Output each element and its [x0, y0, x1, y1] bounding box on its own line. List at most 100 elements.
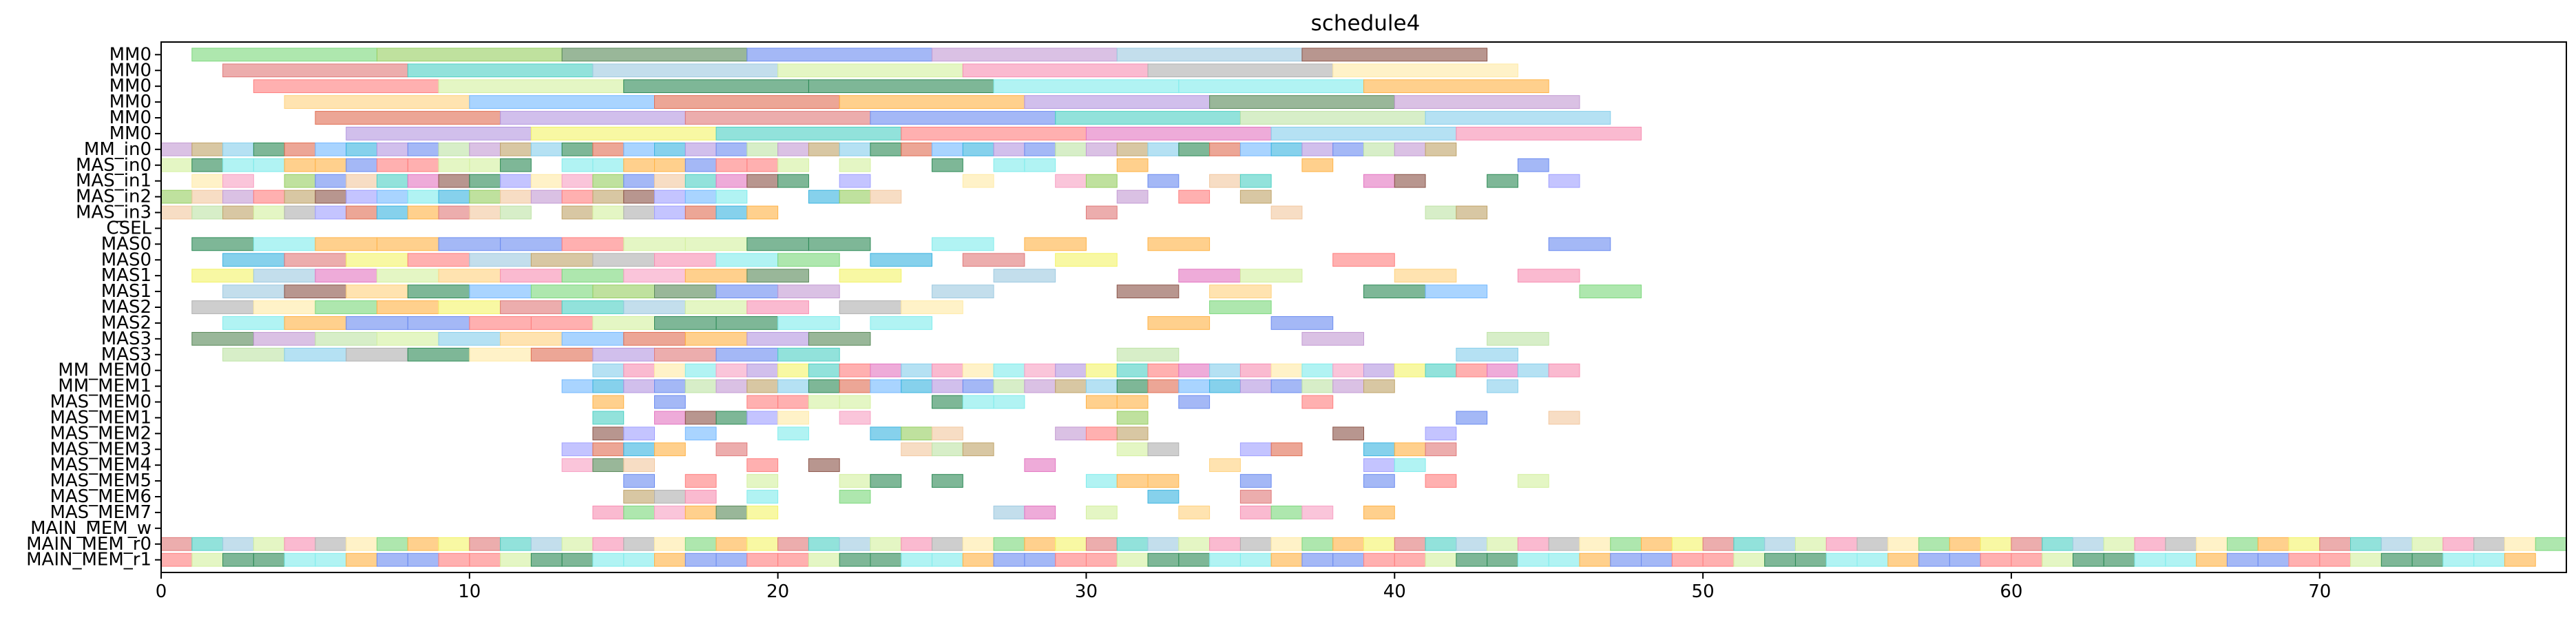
task-bar: [1116, 474, 1149, 488]
task-bar: [746, 490, 779, 504]
task-bar: [2165, 552, 2197, 567]
task-bar: [160, 142, 193, 156]
task-bar: [1270, 379, 1303, 393]
task-bar: [684, 269, 748, 283]
x-tick-label: 40: [1383, 581, 1406, 602]
task-bar: [222, 63, 408, 78]
task-bar: [376, 331, 439, 346]
task-bar: [253, 552, 285, 567]
task-bar: [1147, 552, 1180, 567]
task-bar: [1055, 174, 1087, 188]
task-bar: [346, 285, 408, 298]
y-tick-label: MAS1: [101, 281, 151, 302]
task-bar: [1147, 490, 1180, 504]
task-bar: [1517, 158, 1549, 172]
task-bar: [1116, 189, 1149, 204]
task-bar: [2042, 552, 2073, 567]
task-bar: [932, 442, 963, 457]
task-bar: [438, 158, 470, 172]
task-bar: [191, 269, 254, 283]
y-tick-label: MAS0: [101, 234, 151, 254]
task-bar: [315, 205, 347, 220]
task-bar: [346, 174, 377, 188]
task-bar: [746, 300, 809, 314]
task-bar: [407, 205, 439, 220]
task-bar: [1116, 48, 1303, 62]
task-bar: [777, 426, 809, 441]
task-bar: [623, 379, 656, 393]
task-bar: [654, 95, 840, 109]
task-bar: [901, 442, 933, 457]
x-axis: 0 10 20 30 40 50 60 70: [156, 572, 2331, 602]
task-bar: [1487, 174, 1518, 188]
task-bar: [1918, 552, 1950, 567]
task-bar: [346, 537, 377, 551]
task-bar: [1579, 552, 1611, 567]
y-tick-label: MM0: [109, 44, 151, 65]
task-bar: [684, 506, 717, 519]
task-bar: [654, 316, 717, 330]
task-bar: [839, 174, 871, 188]
task-bar: [1332, 379, 1364, 393]
y-tick-label: CSEL: [106, 218, 151, 238]
task-bar: [1425, 552, 1457, 567]
task-bar: [1548, 411, 1580, 425]
task-bar: [623, 506, 656, 519]
task-bar: [1024, 458, 1056, 473]
task-bar: [654, 395, 686, 409]
y-tick-label: MAS_MEM6: [50, 486, 151, 507]
y-tick-label: MAS_MEM1: [50, 407, 151, 428]
task-bar: [561, 537, 594, 551]
task-bar: [2134, 552, 2166, 567]
task-bar: [1085, 142, 1118, 156]
task-bar: [1116, 552, 1149, 567]
task-bar: [592, 285, 656, 298]
task-bar: [684, 237, 748, 251]
task-bar: [500, 237, 563, 251]
task-bar: [654, 379, 686, 393]
task-bar: [654, 490, 686, 504]
task-bar: [1548, 363, 1580, 378]
task-bar: [654, 552, 686, 567]
task-bar: [1055, 537, 1087, 551]
task-bar: [561, 552, 594, 567]
task-bar: [993, 379, 1025, 393]
task-bar: [222, 189, 254, 204]
task-bar: [346, 347, 408, 362]
task-bar: [932, 426, 963, 441]
y-tick-label: MAS_MEM4: [50, 455, 151, 475]
y-tick-label: MAS_MEM5: [50, 471, 151, 491]
task-bar: [376, 552, 408, 567]
task-bar: [962, 363, 994, 378]
task-bar: [592, 174, 625, 188]
task-bar: [1270, 205, 1303, 220]
task-bar: [592, 379, 625, 393]
task-bar: [346, 552, 377, 567]
task-bar: [561, 269, 625, 283]
task-bar: [808, 189, 840, 204]
task-bar: [1856, 537, 1889, 551]
task-bar: [932, 552, 963, 567]
task-bar: [654, 411, 686, 425]
task-bar: [1209, 142, 1241, 156]
task-bar: [1517, 269, 1580, 283]
task-bar: [1394, 95, 1580, 109]
task-bars: [160, 48, 2567, 567]
task-bar: [715, 316, 779, 330]
task-bar: [2473, 552, 2505, 567]
task-bar: [2442, 537, 2475, 551]
task-bar: [839, 474, 871, 488]
task-bar: [1363, 285, 1426, 298]
task-bar: [808, 537, 840, 551]
task-bar: [623, 142, 656, 156]
task-bar: [715, 537, 748, 551]
task-bar: [438, 142, 470, 156]
task-bar: [1332, 253, 1395, 267]
task-bar: [1671, 537, 1704, 551]
task-bar: [1394, 552, 1426, 567]
task-bar: [932, 285, 994, 298]
task-bar: [1147, 316, 1211, 330]
task-bar: [160, 537, 193, 551]
task-bar: [1178, 79, 1365, 94]
task-bar: [222, 174, 254, 188]
